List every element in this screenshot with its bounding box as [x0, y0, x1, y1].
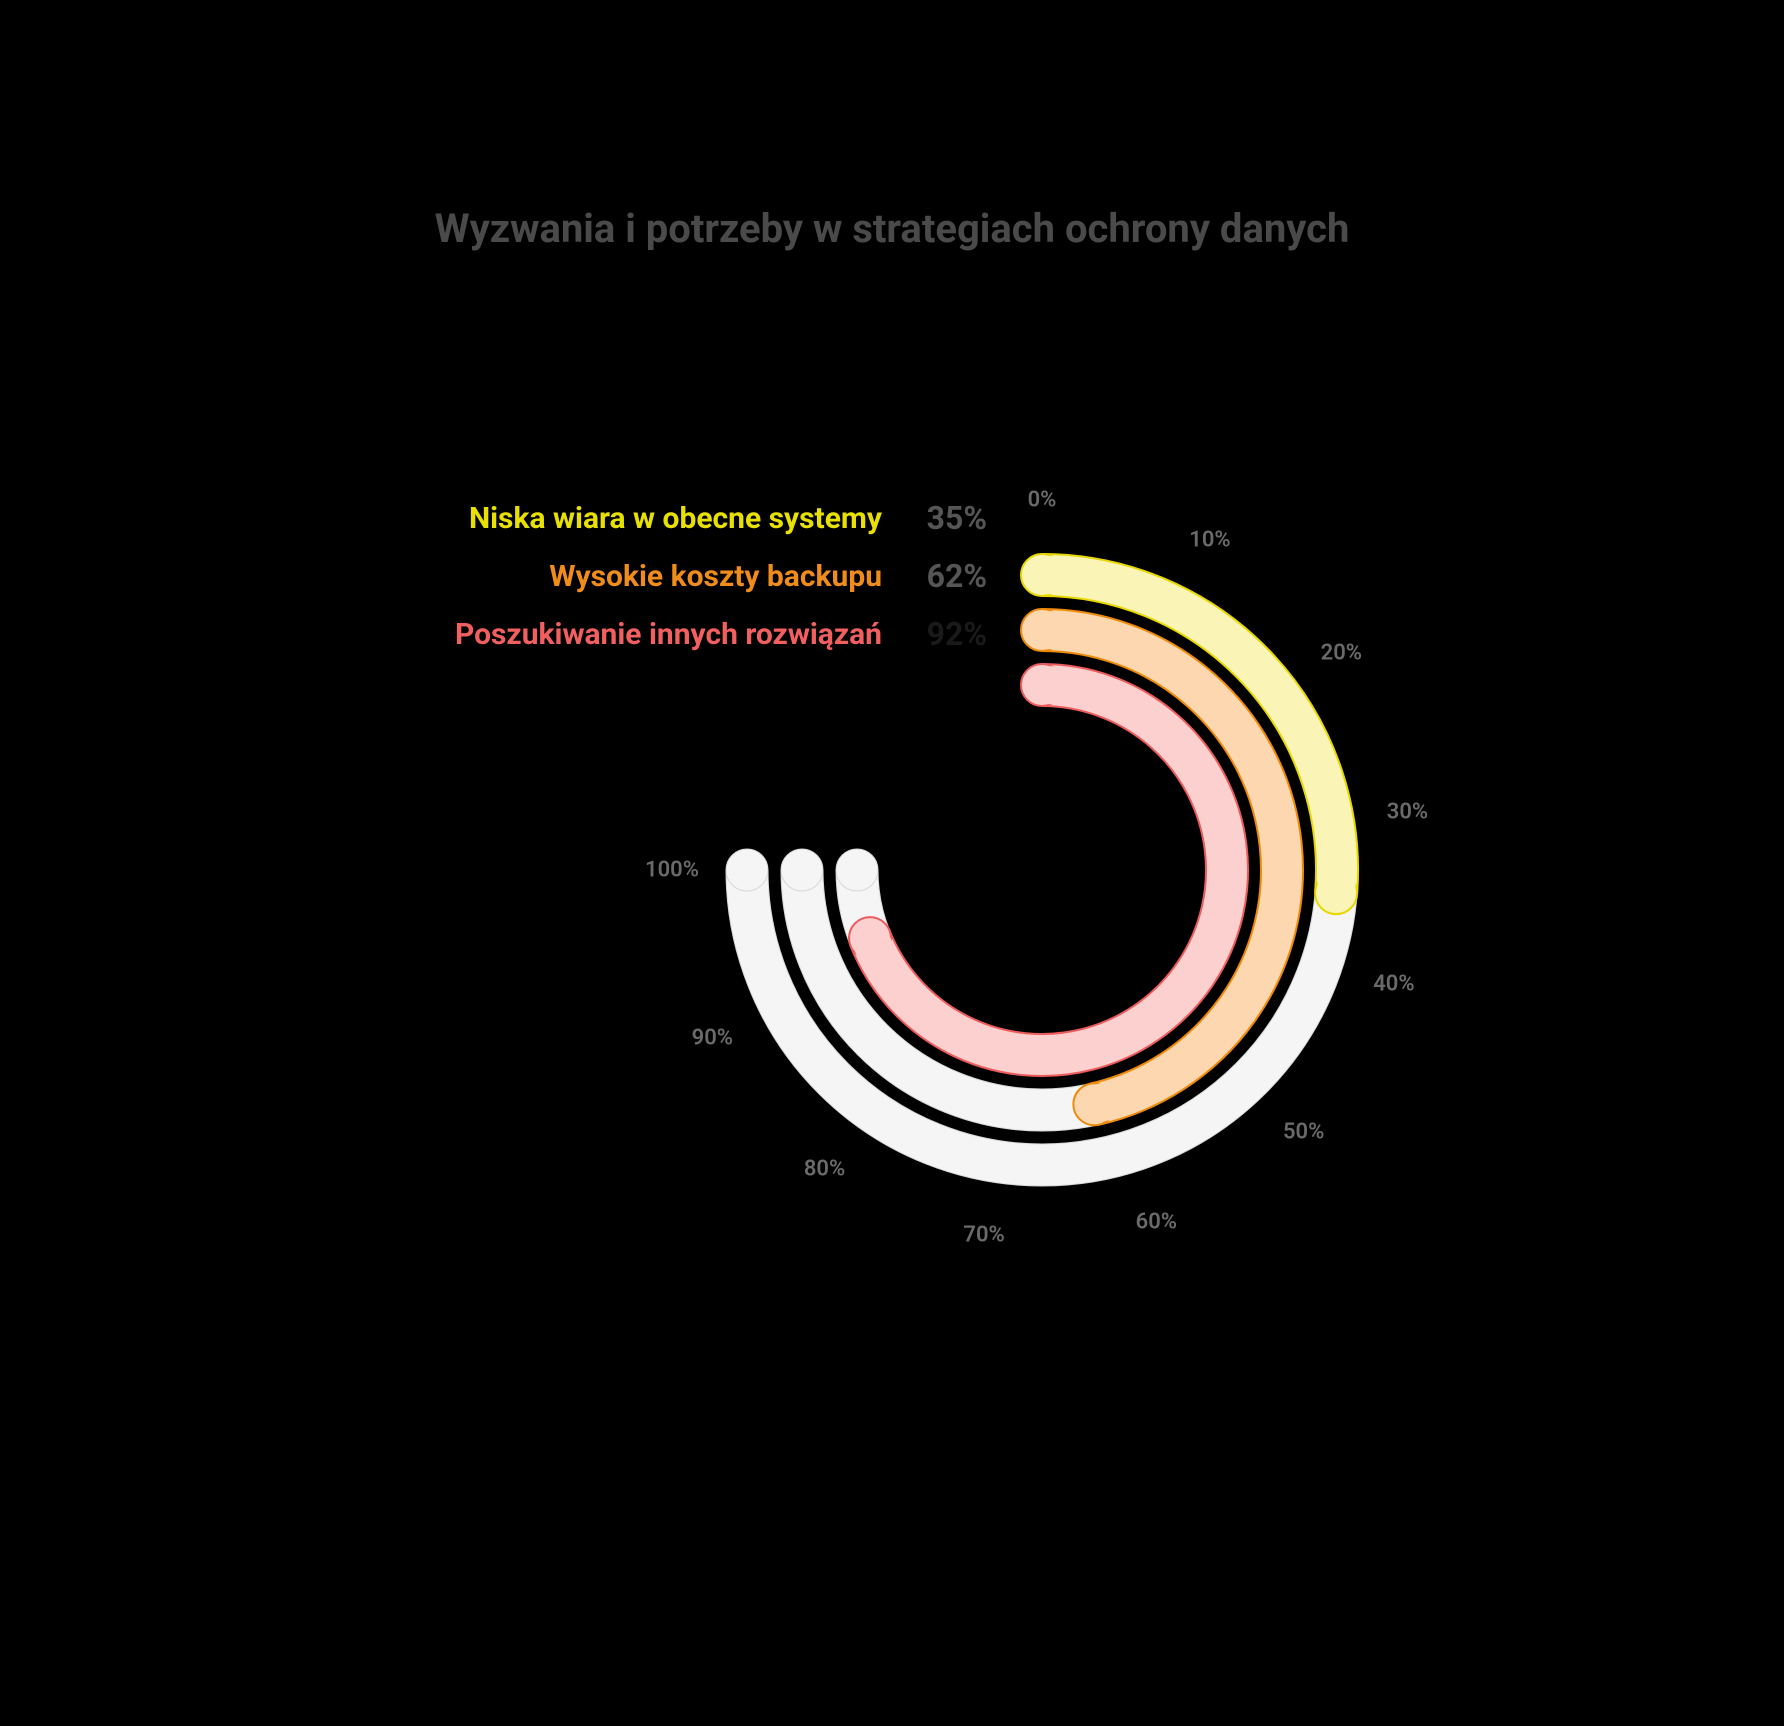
- axis-tick-label: 10%: [1189, 528, 1230, 553]
- legend-value-1: 35%: [907, 499, 987, 537]
- legend-value-3: 92%: [907, 615, 987, 653]
- legend-value-2: 62%: [907, 557, 987, 595]
- axis-tick-label: 100%: [645, 858, 699, 883]
- axis-tick-label: 60%: [1136, 1209, 1177, 1234]
- radial-chart: Niska wiara w obecne systemy 35% Wysokie…: [292, 380, 1492, 1380]
- axis-tick-label: 80%: [804, 1157, 845, 1182]
- legend-row-2: Wysokie koszty backupu 62%: [287, 556, 987, 596]
- axis-tick-label: 0%: [1028, 488, 1057, 513]
- chart-title: Wyzwania i potrzeby w strategiach ochron…: [0, 205, 1784, 252]
- legend-row-3: Poszukiwanie innych rozwiązań 92%: [287, 614, 987, 654]
- axis-tick-label: 30%: [1387, 800, 1428, 825]
- axis-tick-label: 20%: [1321, 640, 1362, 665]
- axis-tick-label: 50%: [1283, 1119, 1324, 1144]
- axis-tick-label: 40%: [1373, 972, 1414, 997]
- legend-label-1: Niska wiara w obecne systemy: [469, 501, 882, 536]
- axis-tick-label: 90%: [692, 1025, 733, 1050]
- chart-legend: Niska wiara w obecne systemy 35% Wysokie…: [287, 498, 987, 672]
- legend-row-1: Niska wiara w obecne systemy 35%: [287, 498, 987, 538]
- axis-tick-label: 70%: [963, 1223, 1004, 1248]
- legend-label-2: Wysokie koszty backupu: [549, 559, 882, 594]
- legend-label-3: Poszukiwanie innych rozwiązań: [455, 617, 882, 652]
